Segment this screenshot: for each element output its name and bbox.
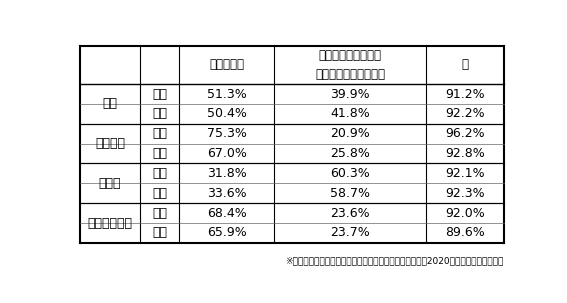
- Text: 92.2%: 92.2%: [445, 107, 485, 120]
- Text: 計: 計: [462, 58, 468, 72]
- Text: 96.2%: 96.2%: [445, 127, 485, 140]
- Text: 92.3%: 92.3%: [445, 187, 485, 200]
- Text: 75.3%: 75.3%: [207, 127, 247, 140]
- Text: 92.1%: 92.1%: [445, 167, 485, 180]
- Text: ※内閣府「高齢者の生活と意識に関する国際比較調査」（2020年）をもとに筆者作成: ※内閣府「高齢者の生活と意識に関する国際比較調査」（2020年）をもとに筆者作成: [285, 256, 503, 265]
- Text: 33.6%: 33.6%: [207, 187, 247, 200]
- Text: スウェーデン: スウェーデン: [87, 217, 133, 229]
- Text: アメリカ: アメリカ: [95, 137, 125, 150]
- Text: 68.4%: 68.4%: [207, 207, 247, 220]
- Text: 日本: 日本: [103, 98, 117, 111]
- Text: 39.9%: 39.9%: [331, 88, 370, 101]
- Text: 89.6%: 89.6%: [445, 226, 485, 239]
- Text: 男性: 男性: [152, 127, 167, 140]
- Text: 41.8%: 41.8%: [330, 107, 370, 120]
- Text: 92.0%: 92.0%: [445, 207, 485, 220]
- Text: 25.8%: 25.8%: [330, 147, 370, 160]
- Text: 65.9%: 65.9%: [207, 226, 247, 239]
- Text: 92.8%: 92.8%: [445, 147, 485, 160]
- Text: あまり健康とはいえ: あまり健康とはいえ: [319, 49, 382, 62]
- Text: 60.3%: 60.3%: [330, 167, 370, 180]
- Text: 58.7%: 58.7%: [330, 187, 370, 200]
- Text: 健康である: 健康である: [209, 58, 244, 72]
- Text: 23.7%: 23.7%: [330, 226, 370, 239]
- Text: 31.8%: 31.8%: [207, 167, 247, 180]
- Text: 女性: 女性: [152, 107, 167, 120]
- Text: 男性: 男性: [152, 88, 167, 101]
- Text: 50.4%: 50.4%: [207, 107, 247, 120]
- Text: ないが、病気ではない: ないが、病気ではない: [315, 68, 385, 81]
- Text: 男性: 男性: [152, 167, 167, 180]
- Text: 女性: 女性: [152, 226, 167, 239]
- Text: 女性: 女性: [152, 187, 167, 200]
- Text: 20.9%: 20.9%: [330, 127, 370, 140]
- Text: 女性: 女性: [152, 147, 167, 160]
- Text: 51.3%: 51.3%: [207, 88, 247, 101]
- Text: 23.6%: 23.6%: [331, 207, 370, 220]
- Text: 91.2%: 91.2%: [445, 88, 485, 101]
- Text: 男性: 男性: [152, 207, 167, 220]
- Text: ドイツ: ドイツ: [99, 177, 121, 190]
- Text: 67.0%: 67.0%: [207, 147, 247, 160]
